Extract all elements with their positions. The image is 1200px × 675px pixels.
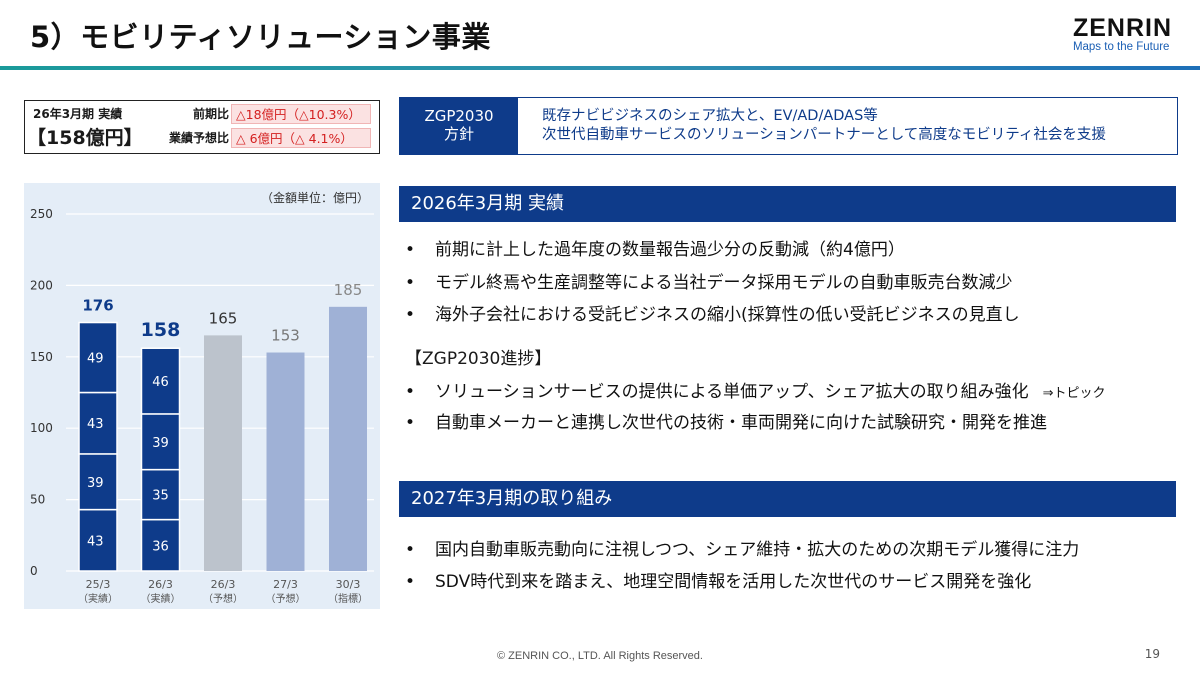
policy-label-line2: 方針 [443, 125, 474, 143]
zgp-progress-heading: 【ZGP2030進捗】 [405, 349, 552, 369]
yoy-value: △18億円（△10.3%） [231, 104, 371, 124]
logo-wordmark: ZENRIN [1072, 14, 1172, 42]
yoy-label: 前期比 [192, 107, 229, 121]
bar-total-label: 165 [209, 309, 238, 327]
results-summary-box: 26年3月期 実績 【158億円】 前期比 業績予想比 △18億円（△10.3%… [24, 100, 380, 154]
bar-total-label: 153 [271, 327, 300, 345]
segment-value-label: 43 [87, 417, 104, 432]
page-title: 5）モビリティソリューション事業 [30, 20, 491, 54]
bullet-item: • モデル終焉や生産調整等による当社データ採用モデルの自動車販売台数減少 [405, 273, 1013, 293]
bullet-mark: • [405, 273, 416, 293]
x-tick-label: 26/3 [148, 578, 173, 591]
bar [204, 335, 242, 571]
results-amount: 【158億円】 [27, 127, 143, 149]
x-tick-label: 27/3 [273, 578, 298, 591]
x-tick-label: 25/3 [86, 578, 111, 591]
segment-value-label: 39 [152, 436, 169, 451]
segment-value-label: 49 [87, 352, 104, 367]
bar-segment [78, 391, 118, 455]
bar [329, 306, 367, 571]
policy-text: 既存ナビビジネスのシェア拡大と、EV/AD/ADAS等 次世代自動車サービスのソ… [542, 107, 1106, 145]
bullet-mark: • [405, 540, 416, 560]
bar-segment [78, 321, 118, 394]
bar-segment [140, 347, 181, 415]
topic-link-note: ⇒トピック [1042, 386, 1106, 401]
bullet-mark: • [405, 413, 416, 433]
policy-label: ZGP2030 方針 [400, 98, 518, 154]
bar-segment [140, 518, 181, 572]
bullet-item: • SDV時代到来を踏まえ、地理空間情報を活用した次世代のサービス開発を強化 [405, 572, 1032, 592]
bar-segment [78, 453, 118, 511]
results-period: 26年3月期 実績 [33, 107, 123, 121]
bullet-mark: • [405, 240, 416, 260]
policy-label-line1: ZGP2030 [424, 107, 494, 125]
bullet-mark: • [405, 572, 416, 592]
bar-total-label: 158 [141, 319, 181, 341]
logo-tagline: Maps to the Future [1072, 41, 1170, 53]
page-number: 19 [1144, 647, 1160, 661]
y-tick-label: 0 [30, 564, 38, 578]
x-tick-sublabel: （予想） [266, 592, 306, 605]
segment-value-label: 46 [152, 375, 169, 390]
x-tick-sublabel: （実績） [78, 592, 118, 605]
revenue-bar-chart: （金額単位：億円）0501001502002504339434917625/3（… [30, 190, 374, 605]
chart-unit-note: （金額単位：億円） [261, 190, 369, 205]
x-tick-sublabel: （予想） [203, 592, 243, 605]
bullet-mark: • [405, 305, 416, 325]
bullet-item: • 海外子会社における受託ビジネスの縮小(採算性の低い受託ビジネスの見直し [405, 305, 1020, 325]
bar-total-label: 185 [334, 281, 363, 299]
bullet-item: • 国内自動車販売動向に注視しつつ、シェア維持・拡大のための次期モデル獲得に注力 [405, 540, 1080, 560]
bar [266, 352, 305, 571]
y-tick-label: 100 [30, 421, 53, 435]
plan-label: 業績予想比 [168, 131, 229, 145]
bullet-mark: • [405, 382, 416, 402]
y-tick-label: 200 [30, 278, 53, 292]
policy-text-line2: 次世代自動車サービスのソリューションパートナーとして高度なモビリティ社会を支援 [542, 127, 1106, 143]
bar-total-label: 176 [82, 297, 113, 315]
bar-segment [140, 413, 181, 471]
section-fy2026-results-header: 2026年3月期 実績 [399, 186, 1176, 222]
x-tick-sublabel: （実績） [141, 592, 181, 605]
section-fy2027-initiatives-header: 2027年3月期の取り組み [399, 481, 1176, 517]
company-logo: ZENRIN Maps to the Future [1073, 14, 1172, 53]
segment-value-label: 43 [87, 534, 104, 549]
bar-segment [140, 468, 181, 521]
copyright-footer: © ZENRIN CO., LTD. All Rights Reserved. [497, 650, 703, 662]
plan-value: △ 6億円（△ 4.1%） [231, 128, 371, 148]
bullet-item: • 前期に計上した過年度の数量報告過少分の反動減（約4億円） [405, 240, 905, 260]
segment-value-label: 35 [152, 489, 169, 504]
x-tick-label: 26/3 [211, 578, 236, 591]
y-tick-label: 150 [30, 350, 53, 364]
y-tick-label: 50 [30, 493, 45, 507]
bullet-item: • 自動車メーカーと連携し次世代の技術・車両開発に向けた試験研究・開発を推進 [405, 413, 1047, 433]
segment-value-label: 36 [152, 539, 169, 554]
x-tick-label: 30/3 [336, 578, 361, 591]
revenue-chart-panel: （金額単位：億円） 0 50 100 150 200 250 43 39 43 49 176 25/3 （… [24, 183, 380, 609]
header-divider [0, 66, 1200, 70]
policy-banner: ZGP2030 方針 既存ナビビジネスのシェア拡大と、EV/AD/ADAS等 次… [399, 97, 1178, 155]
bullet-item: • ソリューションサービスの提供による単価アップ、シェア拡大の取り組み強化 ⇒トピッ… [405, 382, 1106, 402]
y-tick-label: 250 [30, 207, 53, 221]
x-tick-sublabel: （指標） [328, 592, 368, 605]
policy-text-line1: 既存ナビビジネスのシェア拡大と、EV/AD/ADAS等 [542, 108, 878, 124]
segment-value-label: 39 [87, 476, 104, 491]
